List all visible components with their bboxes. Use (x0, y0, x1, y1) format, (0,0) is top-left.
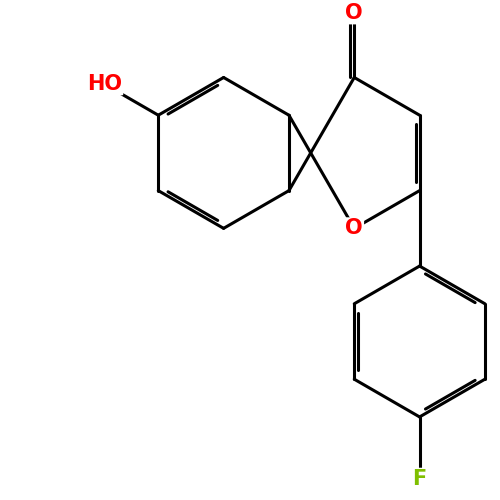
Text: O: O (346, 218, 363, 238)
Text: F: F (412, 469, 426, 489)
Text: HO: HO (87, 74, 122, 94)
Text: O: O (346, 4, 363, 24)
